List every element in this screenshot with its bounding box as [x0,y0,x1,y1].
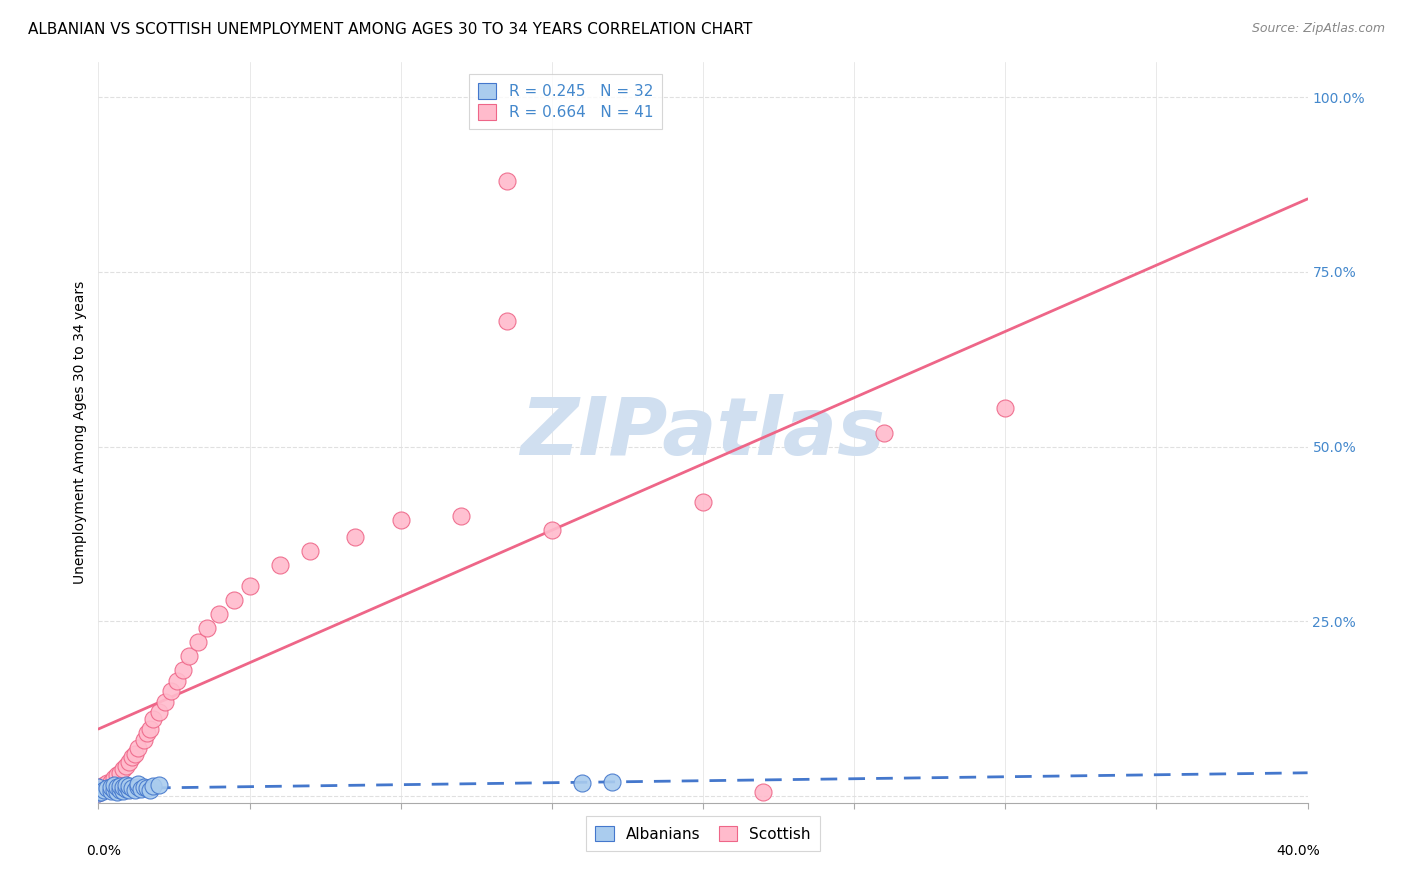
Point [108,766,131,780]
Y-axis label: Unemployment Among Ages 30 to 34 years: Unemployment Among Ages 30 to 34 years [73,281,87,584]
Point [187,635,209,649]
Point [100,784,122,798]
Point [87,786,110,800]
Point [105,768,128,782]
Point [142,779,165,793]
Point [108,782,131,797]
Point [121,781,143,796]
Point [239,579,262,593]
Point [90,784,112,798]
Point [127,777,149,791]
Point [87,786,110,800]
Point [389,513,412,527]
Point [299,544,322,558]
Point [135,781,157,796]
Point [100,780,122,794]
Text: ZIPatlas: ZIPatlas [520,393,886,472]
Point [127,741,149,756]
Point [132,733,155,747]
Point [87,783,110,797]
Point [160,684,183,698]
Point [105,784,128,798]
Point [208,607,231,622]
Point [172,663,194,677]
Point [692,495,714,509]
Point [269,558,291,573]
Point [139,782,162,797]
Point [224,593,246,607]
Text: 40.0%: 40.0% [1275,844,1320,857]
Point [114,759,136,773]
Point [124,782,146,797]
Point [105,780,128,795]
Point [540,524,562,538]
Point [344,530,367,544]
Point [148,778,170,792]
Point [118,779,141,793]
Point [873,425,896,440]
Point [166,673,188,688]
Point [195,621,218,635]
Legend: Albanians, Scottish: Albanians, Scottish [586,816,820,851]
Point [111,780,134,794]
Point [135,726,157,740]
Text: ALBANIAN VS SCOTTISH UNEMPLOYMENT AMONG AGES 30 TO 34 YEARS CORRELATION CHART: ALBANIAN VS SCOTTISH UNEMPLOYMENT AMONG … [28,22,752,37]
Point [111,762,134,776]
Text: 0.0%: 0.0% [86,844,121,857]
Point [96,781,118,796]
Point [118,783,141,797]
Point [153,694,176,708]
Point [90,783,112,797]
Point [121,750,143,764]
Point [495,174,517,188]
Point [602,775,624,789]
Point [93,778,115,792]
Point [114,778,136,792]
Point [93,782,115,797]
Point [118,756,141,770]
Point [129,781,152,796]
Point [571,776,593,790]
Text: Source: ZipAtlas.com: Source: ZipAtlas.com [1251,22,1385,36]
Point [103,778,125,792]
Point [103,783,125,797]
Point [139,723,162,737]
Point [142,712,165,726]
Point [100,775,122,789]
Point [96,776,118,790]
Point [114,781,136,796]
Point [127,780,149,795]
Point [111,784,134,798]
Point [108,779,131,793]
Point [179,649,201,664]
Point [103,772,125,786]
Point [495,314,517,328]
Point [132,780,155,794]
Point [148,705,170,719]
Point [87,780,110,795]
Point [124,747,146,761]
Point [450,509,472,524]
Point [752,785,775,799]
Point [994,401,1017,416]
